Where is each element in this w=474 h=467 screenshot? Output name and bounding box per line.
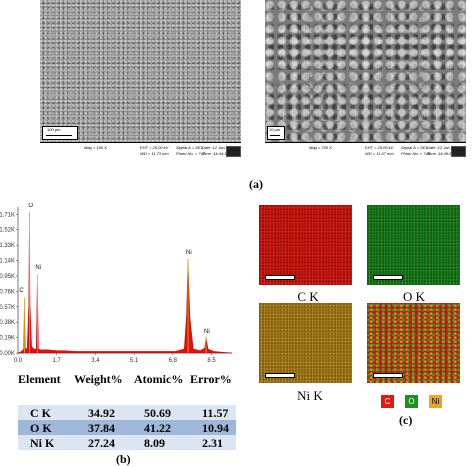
sem-info-bar-left: Mag = 150 X EHT = 25.00 kV WD = 11.73 mm… [40, 142, 241, 161]
eds-row-o: O K 37.84 41.22 10.94 [18, 420, 236, 435]
spectrum-series [17, 211, 233, 354]
y-tick-label: 1.52K [0, 228, 15, 234]
map-oxygen [367, 205, 460, 285]
y-tick-label: 0.00K [0, 351, 15, 357]
y-tick-label: 0.57K [0, 305, 15, 311]
peak-label: Ni [186, 250, 192, 256]
map-overlay [367, 303, 460, 383]
cell-element: C K [30, 406, 51, 420]
date-text: Date :12 Jan 2023 [427, 145, 460, 150]
wd-text: WD = 11.73 mm [140, 151, 169, 156]
cell-atomic: 8.09 [144, 436, 165, 450]
y-tick-label: 0.19K [0, 336, 15, 342]
x-tick-label: 6.8 [169, 358, 178, 364]
peak-label: Ni [35, 265, 41, 271]
x-tick-label: 5.1 [130, 358, 139, 364]
zeiss-logo [226, 146, 241, 157]
signal-text: Signal A = SE1 [401, 145, 428, 150]
map-scale-bar [373, 373, 403, 378]
cell-element: O K [30, 421, 52, 435]
x-tick-label: 3.4 [91, 358, 100, 364]
cell-weight: 37.84 [88, 421, 115, 435]
peak-label: O [28, 203, 33, 209]
legend-carbon: C [381, 395, 394, 408]
map-caption-ck: C K [297, 289, 319, 304]
eht-text: EHT = 25.00 kV [140, 145, 169, 150]
photo-text: Photo No. = 748 [401, 151, 431, 156]
y-tick-label: 0.76K [0, 289, 15, 295]
legend-oxygen: O [405, 395, 418, 408]
cell-element: Ni K [30, 436, 55, 450]
cell-error: 10.94 [202, 421, 229, 435]
wd-text: WD = 11.67 mm [365, 151, 394, 156]
peak-label: C [19, 288, 24, 294]
header-error: Error% [190, 372, 232, 386]
map-nickel [259, 303, 352, 383]
eds-row-ni: Ni K 27.24 8.09 2.31 [18, 435, 236, 450]
cell-weight: 27.24 [88, 436, 115, 450]
eht-text: EHT = 25.00 kV [365, 145, 394, 150]
mag-text: Mag = 150 X [84, 145, 107, 150]
scale-label: 100 µm [47, 127, 61, 132]
map-scale-bar [265, 373, 295, 378]
y-tick-label: 1.33K [0, 243, 15, 249]
time-text: Time :14:46:57 [427, 151, 454, 156]
sem-image-left: 100 µm [40, 0, 241, 142]
x-tick-label: 8.5 [207, 358, 216, 364]
y-tick-label: 1.14K [0, 259, 15, 265]
peak-label: Ni [204, 329, 210, 335]
scale-label: 10 µm [269, 127, 281, 132]
cell-weight: 34.92 [88, 406, 115, 420]
map-carbon [259, 205, 352, 285]
map-caption-ok: O K [402, 289, 426, 304]
eds-row-c: C K 34.92 50.69 11.57 [18, 405, 236, 420]
header-element: Element [18, 372, 61, 386]
date-text: Date :12 Jan 2023 [202, 145, 235, 150]
scale-bar: 10 µm [267, 126, 285, 140]
cell-atomic: 41.22 [144, 421, 171, 435]
legend-nickel: Ni [429, 395, 442, 408]
time-text: Time :14:44:16 [202, 151, 229, 156]
eds-spectrum-chart: 0.00K 0.19K 0.38K 0.57K 0.76K 0.95K 1.14K 1.33K… [0, 203, 233, 364]
scale-bar: 100 µm [42, 126, 78, 140]
cell-error: 11.57 [202, 406, 229, 420]
zeiss-logo [451, 146, 466, 157]
eds-table-header: Element Weight% Atomic% Error% [0, 372, 240, 388]
header-weight: Weight% [74, 372, 123, 386]
cell-atomic: 50.69 [144, 406, 171, 420]
y-tick-label: 0.38K [0, 320, 15, 326]
cell-error: 2.31 [202, 436, 223, 450]
y-tick-label: 1.71K [0, 212, 15, 218]
header-atomic: Atomic% [134, 372, 184, 386]
map-scale-bar [373, 275, 403, 280]
panel-label-c: (c) [399, 413, 413, 427]
sem-info-bar-right: Mag = 700 X EHT = 25.00 kV WD = 11.67 mm… [265, 142, 466, 161]
map-scale-bar [265, 275, 295, 280]
x-tick-label: 1.7 [53, 358, 62, 364]
y-tick-label: 0.95K [0, 274, 15, 280]
sem-image-right: 10 µm [265, 0, 466, 142]
signal-text: Signal A = SE1 [176, 145, 203, 150]
photo-text: Photo No. = 747 [176, 151, 206, 156]
x-tick-label: 0.0 [14, 358, 23, 364]
panel-label-a: (a) [249, 177, 263, 191]
panel-label-b: (b) [116, 452, 131, 466]
map-caption-nik: Ni K [297, 388, 323, 403]
mag-text: Mag = 700 X [309, 145, 332, 150]
